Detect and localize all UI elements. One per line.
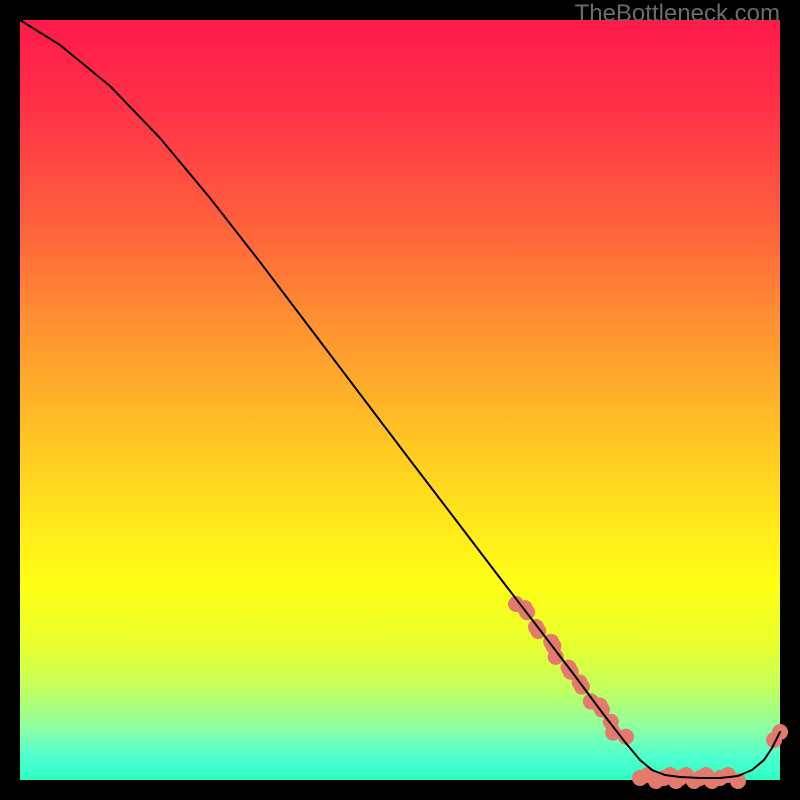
chart-svg — [0, 0, 800, 800]
plot-background — [20, 20, 780, 780]
chart-stage: TheBottleneck.com — [0, 0, 800, 800]
watermark-text: TheBottleneck.com — [575, 0, 780, 28]
